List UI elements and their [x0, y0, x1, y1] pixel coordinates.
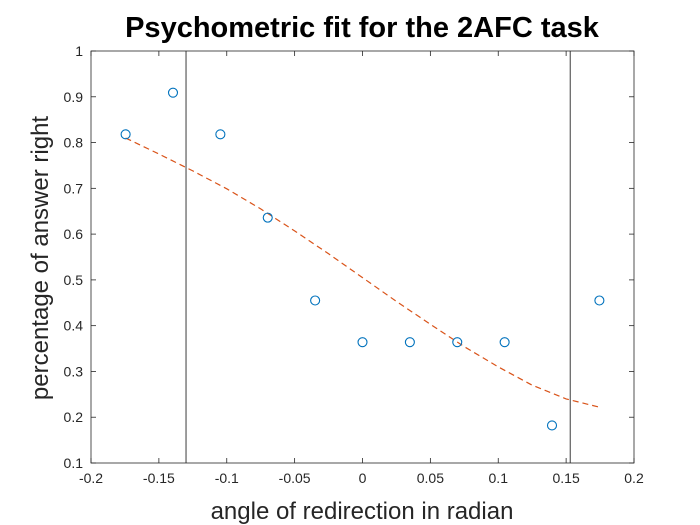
data-point: [262, 212, 273, 223]
y-tick-label: 0.2: [64, 409, 84, 425]
x-tick-label: 0.2: [624, 470, 644, 486]
x-axis-label: angle of redirection in radian: [211, 498, 514, 525]
x-tick-label: -0.15: [143, 470, 175, 486]
y-tick-label: 0.5: [64, 272, 84, 288]
y-tick-label: 1: [75, 43, 83, 59]
data-point: [310, 295, 321, 306]
data-point: [120, 129, 131, 140]
data-point: [452, 337, 463, 348]
x-tick-label: 0: [359, 470, 367, 486]
data-point: [215, 129, 226, 140]
fit-curve: [125, 137, 600, 408]
data-point: [357, 337, 368, 348]
x-tick-label: -0.1: [215, 470, 239, 486]
data-point: [404, 337, 415, 348]
data-point: [546, 420, 558, 431]
chart-title: Psychometric fit for the 2AFC task: [125, 12, 600, 44]
x-tick-label: 0.15: [553, 470, 580, 486]
x-tick-label: 0.1: [489, 470, 509, 486]
y-tick-label: 0.1: [64, 455, 84, 471]
x-tick-label: -0.2: [79, 470, 103, 486]
vertical-lines: [185, 51, 571, 463]
y-tick-label: 0.6: [64, 226, 84, 242]
data-points-layer: [120, 87, 605, 431]
x-tick-label: -0.05: [279, 470, 311, 486]
x-axis-ticks: -0.2 -0.15 -0.1 -0.05 0 0.05 0.1 0.15 0.2: [79, 51, 644, 486]
fit-curve-layer: [125, 137, 600, 408]
x-tick-label: 0.05: [417, 470, 444, 486]
y-axis-label: percentage of answer right: [27, 116, 54, 401]
y-tick-label: 0.4: [64, 318, 84, 334]
data-point: [499, 337, 510, 348]
data-point: [594, 295, 605, 306]
y-tick-label: 0.8: [64, 135, 84, 151]
y-tick-label: 0.7: [64, 180, 84, 196]
y-tick-label: 0.9: [64, 89, 84, 105]
data-point: [167, 87, 179, 98]
plot-area: -0.2 -0.15 -0.1 -0.05 0 0.05 0.1 0.15 0.2 0.1 0.2…: [64, 43, 644, 486]
y-tick-label: 0.3: [64, 363, 84, 379]
y-axis-ticks: 0.1 0.2 0.3 0.4 0.5 0.6 0.7 0.8 0.9 1: [64, 43, 634, 471]
